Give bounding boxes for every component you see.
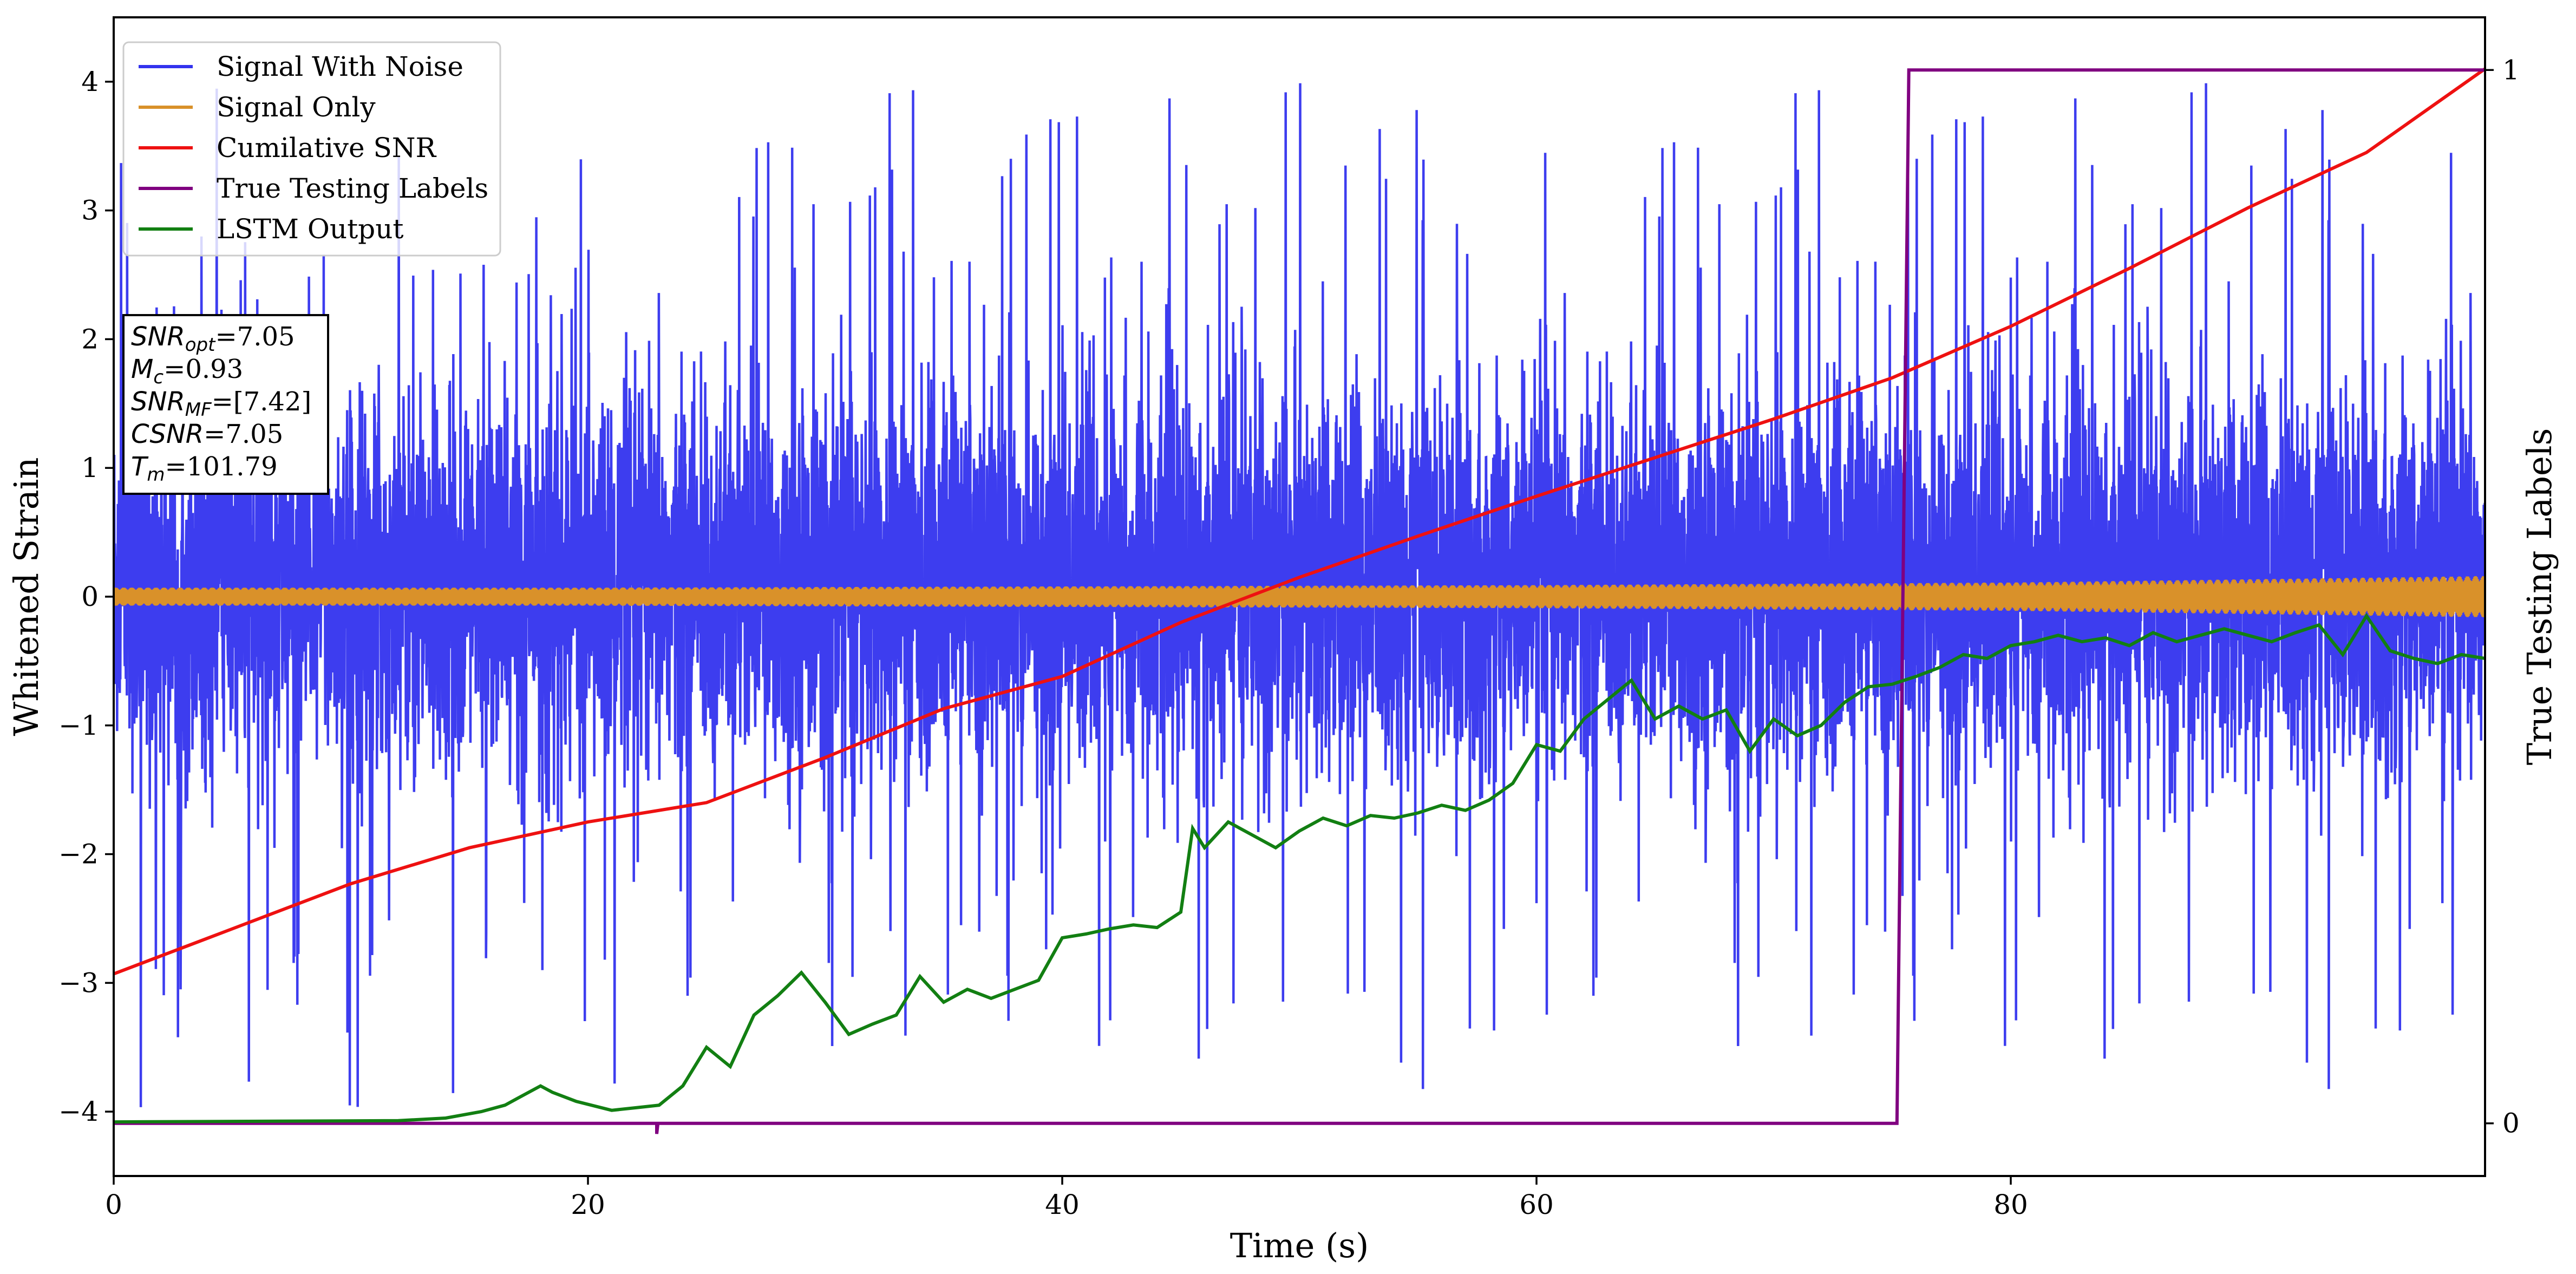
- y-tick-label: 0: [81, 581, 99, 612]
- plot-area: [114, 67, 2485, 1134]
- annotation-line: SNRopt=7.05: [131, 322, 295, 356]
- x-tick-label: 80: [1993, 1189, 2028, 1220]
- series-signal-only: [114, 576, 2485, 618]
- y-tick-label: −1: [58, 710, 99, 741]
- x-axis-label: Time (s): [1230, 1226, 1369, 1265]
- legend-frame: [122, 41, 501, 257]
- x-tick-label: 40: [1045, 1189, 1080, 1220]
- legend-item: Cumilative SNR: [139, 132, 436, 164]
- annotation-box: SNRopt=7.05Mc=0.93SNRMF=[7.42]CSNR=7.05T…: [122, 314, 329, 495]
- legend-label: Signal Only: [217, 92, 376, 123]
- series-cumilative-snr: [114, 67, 2485, 976]
- y-tick-label: −2: [58, 839, 99, 870]
- annotation-line: Mc=0.93: [131, 354, 243, 388]
- y2-tick-label: 0: [2502, 1108, 2520, 1139]
- x-tick-label: 60: [1519, 1189, 1554, 1220]
- y-tick-label: 1: [81, 452, 99, 484]
- annotation-line: Tm=101.79: [131, 452, 278, 486]
- legend-label: True Testing Labels: [217, 173, 488, 204]
- x-tick-label: 0: [105, 1189, 122, 1220]
- annotation-line: SNRMF=[7.42]: [131, 387, 311, 421]
- plot-series-group: [114, 67, 2485, 1134]
- series-lstm-output: [114, 613, 2485, 1124]
- legend-label: Cumilative SNR: [217, 132, 436, 164]
- annotation-frame: [122, 314, 329, 495]
- y-tick-label: 4: [81, 66, 99, 97]
- y-tick-label: −3: [58, 967, 99, 998]
- legend-label: LSTM Output: [217, 213, 403, 245]
- series-true-testing-labels: [114, 68, 2485, 1134]
- legend-label: Signal With Noise: [217, 51, 463, 82]
- legend-item: True Testing Labels: [139, 173, 488, 204]
- y2-axis-label: True Testing Labels: [2520, 428, 2559, 766]
- y-axis-label: Whitened Strain: [6, 458, 46, 736]
- y2-tick-label: 1: [2502, 54, 2520, 86]
- legend-item: Signal Only: [139, 92, 376, 123]
- legend-item: LSTM Output: [139, 213, 403, 245]
- x-tick-label: 20: [571, 1189, 605, 1220]
- legend-item: Signal With Noise: [139, 51, 463, 82]
- y-tick-label: 3: [81, 195, 99, 226]
- annotation-line: CSNR=7.05: [131, 419, 283, 449]
- legend: Signal With Noise Signal Only Cumilative S…: [122, 41, 501, 257]
- y-tick-label: 2: [81, 323, 99, 355]
- y-tick-label: −4: [58, 1096, 99, 1127]
